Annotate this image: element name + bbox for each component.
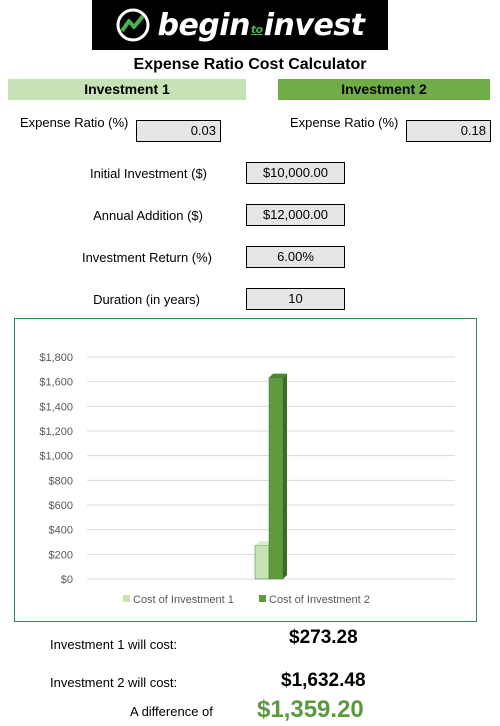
initial-investment-label: Initial Investment ($) [89,166,207,181]
y-tick-label: $1,400 [39,401,73,413]
y-tick-label: $800 [49,475,73,487]
bar-1 [254,545,270,580]
cost-chart-svg: $0 $200 $400 $600 $800 $1,000 $1,200 $1,400 $1,6… [39,352,455,606]
investment2-header: Investment 2 [278,79,490,100]
brand-prefix: begin [157,7,250,43]
brand-logo: begin to invest [92,0,388,50]
cost-chart: $0 $200 $400 $600 $800 $1,000 $1,200 $1,400 $1,6… [14,318,477,622]
brand-suffix: invest [263,7,365,43]
brand-mid: to [250,22,263,36]
bar-top-1 [255,541,273,546]
investment-return-input[interactable]: 6.00% [246,246,345,268]
investment1-header: Investment 1 [8,79,246,100]
y-tick-label: $0 [61,574,73,586]
y-tick-label: $1,800 [39,352,73,364]
bar-2 [268,377,284,580]
y-tick-label: $200 [49,549,73,561]
page-title: Expense Ratio Cost Calculator [133,56,367,73]
bar-side-2 [283,373,287,579]
legend-swatch-1 [123,595,130,602]
duration-label: Duration (in years) [93,292,200,307]
difference-label: A difference of [130,704,213,719]
y-tick-label: $400 [49,525,73,537]
investment1-cost-label: Investment 1 will cost: [50,637,178,652]
trend-up-logo-icon [116,8,150,42]
bar-top-2 [269,373,287,378]
investment-return-label: Investment Return (%) [81,250,212,265]
y-tick-label: $1,000 [39,451,73,463]
investment2-cost-label: Investment 2 will cost: [50,675,178,690]
investment1-expense-label: Expense Ratio (%) [20,115,129,130]
annual-addition-label: Annual Addition ($) [93,208,203,223]
y-tick-label: $600 [49,500,73,512]
y-tick-label: $1,200 [39,426,73,438]
legend-swatch-2 [259,595,266,602]
legend-label-1: Cost of Investment 1 [133,594,234,606]
legend-label-2: Cost of Investment 2 [269,594,370,606]
investment2-expense-label: Expense Ratio (%) [290,115,399,130]
investment1-expense-input[interactable]: 0.03 [136,120,221,142]
investment2-expense-input[interactable]: 0.18 [406,120,491,142]
investment2-cost-value: $1,632.48 [281,670,366,691]
investment1-cost-value: $273.28 [289,627,358,648]
duration-input[interactable]: 10 [246,288,345,310]
difference-value: $1,359.20 [257,696,364,723]
y-tick-label: $1,600 [39,377,73,389]
annual-addition-input[interactable]: $12,000.00 [246,204,345,226]
brand-wordmark: begin to invest [157,7,365,43]
initial-investment-input[interactable]: $10,000.00 [246,162,345,184]
